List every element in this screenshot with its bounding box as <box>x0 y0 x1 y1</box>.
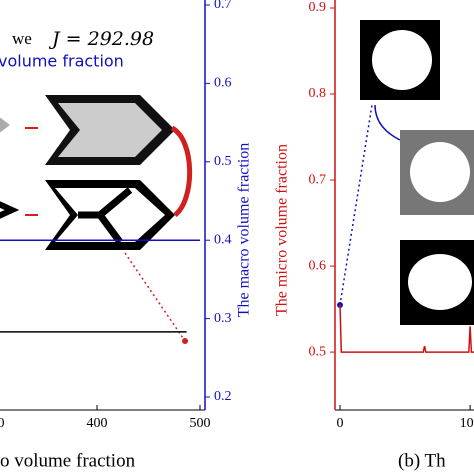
annotation: volume fraction <box>0 52 124 71</box>
caption: (b) Th <box>398 450 446 471</box>
tick-label: 0.6 <box>214 76 232 91</box>
tick-label: 0.5 <box>309 344 327 359</box>
tick-label: 0.9 <box>309 0 327 15</box>
annotation: we <box>12 29 32 48</box>
tick-label: 0.7 <box>214 0 232 12</box>
x-tick-label: 500 <box>190 416 211 431</box>
x-tick-label: 400 <box>87 416 108 431</box>
tick-label: 0.4 <box>214 232 232 247</box>
tick-label: 0.7 <box>309 172 327 187</box>
tick-label: 0.2 <box>214 389 232 404</box>
tick-label: 0.8 <box>309 86 327 101</box>
tick-label: 0.3 <box>214 311 232 326</box>
x-tick-label: 0 <box>337 416 344 431</box>
tick-label: 0.5 <box>214 154 232 169</box>
structure-images <box>0 20 474 344</box>
annotation: J = 292.98 <box>48 28 154 50</box>
tick-label: 0.6 <box>309 258 327 273</box>
x-tick-label: 300 <box>0 416 5 431</box>
x-tick-label: 100 <box>460 416 474 431</box>
caption: o volume fraction <box>0 450 136 471</box>
axis-label: The micro volume fraction <box>274 144 291 316</box>
data-line <box>339 304 474 353</box>
axis-label: The macro volume fraction <box>236 143 253 318</box>
